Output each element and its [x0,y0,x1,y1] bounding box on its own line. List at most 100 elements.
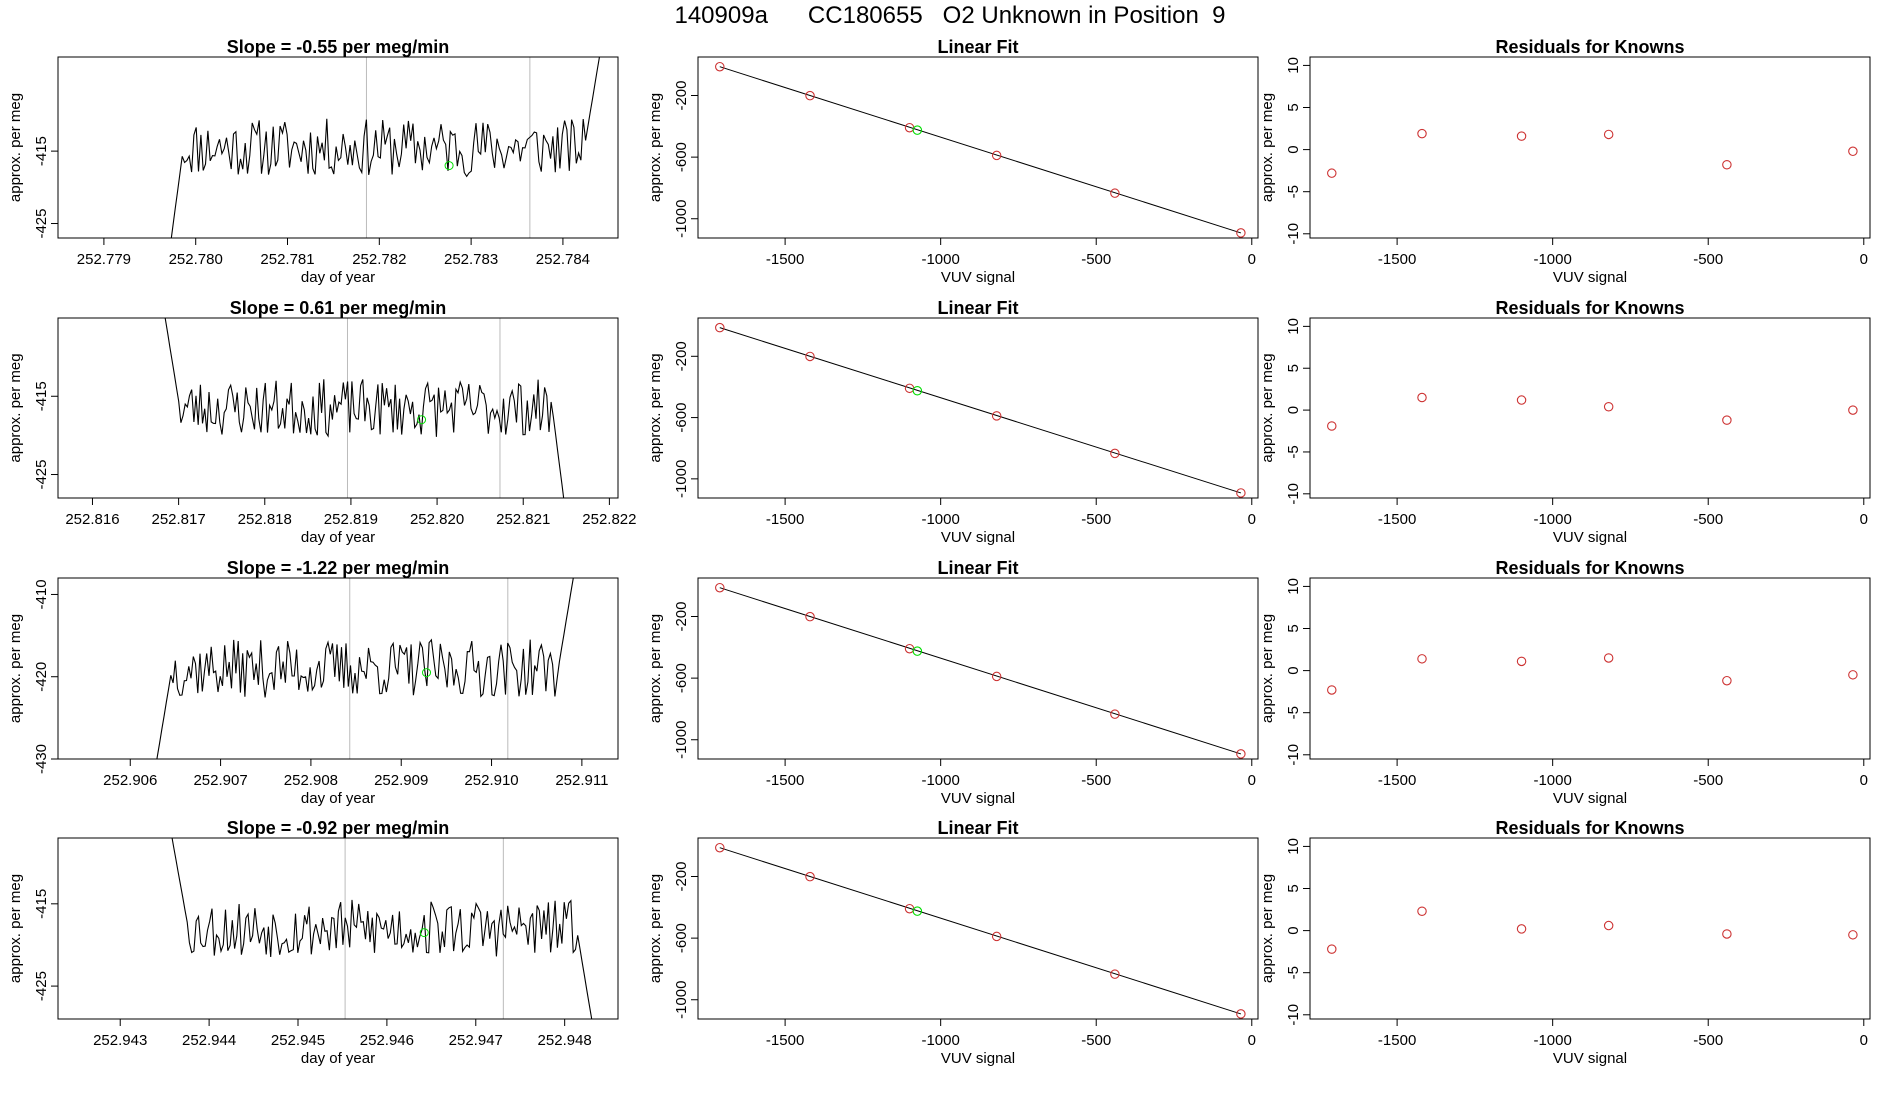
x-axis-label: VUV signal [941,790,1015,807]
x-tick-label: -1500 [1378,511,1416,528]
data-point [1236,749,1246,759]
x-tick-label: -1500 [766,251,804,268]
panel-1-1: Slope = -0.55 per meg/min 252.779 252.780 2… [7,37,619,286]
y-tick-label: -425 [33,460,50,490]
data-point [1110,448,1120,459]
panel-2-1: Slope = 0.61 per meg/min 252.816 252.817 25… [7,298,637,546]
y-tick-label: -415 [33,889,50,919]
x-tick-label: 252.783 [444,251,498,268]
data-trace [164,318,565,498]
panel-4-2: Linear Fit -1500 -1000 -500 0 VUV signal -200 -… [647,818,1259,1067]
y-tick-label: -200 [673,601,690,631]
plot-area [1327,392,1858,431]
panel-title: Linear Fit [937,37,1018,57]
plot-area [1327,653,1858,695]
x-tick-label: -1500 [1378,1032,1416,1049]
y-tick-label: -10 [1285,1004,1302,1026]
y-tick-label: -600 [673,663,690,693]
x-axis-label: day of year [301,790,375,807]
data-point [1603,653,1614,663]
y-tick-label: 5 [1285,364,1302,372]
y-tick-label: -420 [33,662,50,692]
x-tick-label: -1000 [921,1032,959,1049]
data-point [1236,488,1246,498]
x-tick-label: 0 [1860,511,1868,528]
panel-title: Linear Fit [937,298,1018,318]
plot-area [1327,128,1858,178]
plot-frame [1309,577,1871,760]
x-tick-label: 252.820 [410,511,464,528]
panel-2-2: Linear Fit -1500 -1000 -500 0 VUV signal -200 -… [647,298,1259,546]
data-point [1516,395,1527,405]
panel-title: Linear Fit [937,558,1018,578]
data-point [715,322,725,333]
data-trace [156,578,574,759]
y-axis-label: approx. per meg [7,874,24,983]
y-tick-label: 5 [1285,624,1302,632]
x-tick-label: -1000 [921,772,959,789]
y-axis-label: approx. per meg [647,874,664,983]
data-point [1110,709,1120,719]
x-tick-label: 252.782 [352,251,406,268]
x-tick-label: 252.822 [582,511,636,528]
x-tick-label: 0 [1248,511,1256,528]
x-tick-label: 252.819 [324,511,378,528]
y-tick-label: 5 [1285,884,1302,892]
unknown-marker [422,668,432,678]
y-axis-label: approx. per meg [1259,874,1276,983]
plot-frame [57,56,619,239]
panel-title: Linear Fit [937,818,1018,838]
panel-title: Slope = -0.92 per meg/min [227,818,450,838]
data-point [1603,920,1614,931]
x-tick-label: -1000 [921,251,959,268]
data-point [1327,421,1337,431]
y-tick-label: -600 [673,403,690,433]
y-tick-label: -425 [33,971,50,1001]
data-point [1603,129,1614,140]
panel-title: Residuals for Knowns [1495,298,1684,318]
x-tick-label: 252.821 [496,511,550,528]
data-point [1236,228,1246,238]
x-tick-label: -500 [1693,1032,1723,1049]
x-axis-label: VUV signal [1553,1050,1627,1067]
x-tick-label: 252.947 [449,1032,503,1049]
data-point [1110,969,1120,979]
unknown-marker [419,928,429,938]
x-axis-label: day of year [301,1050,375,1067]
plot-frame [697,837,1259,1020]
x-tick-label: 252.781 [260,251,314,268]
plot-frame [697,317,1259,499]
y-tick-label: 5 [1285,103,1302,111]
fit-line [719,587,1242,755]
data-point [805,871,815,882]
y-axis-label: approx. per meg [1259,614,1276,723]
data-point [1236,1009,1246,1019]
y-tick-label: 0 [1285,406,1302,414]
plot-frame [1309,56,1871,239]
y-axis-label: approx. per meg [7,614,24,723]
x-tick-label: 252.908 [284,772,338,789]
data-point [1327,944,1337,954]
y-tick-label: 0 [1285,145,1302,153]
y-axis-label: approx. per meg [647,93,664,202]
data-point [991,671,1002,682]
data-point [715,842,725,853]
y-axis-label: approx. per meg [1259,353,1276,462]
data-point [1327,685,1337,695]
plot-frame [1309,837,1871,1020]
data-point [991,150,1002,161]
y-tick-label: -430 [33,744,50,774]
panel-title: Slope = -0.55 per meg/min [227,37,450,57]
y-tick-label: -1000 [673,200,690,238]
plot-area [164,318,565,498]
panel-4-3: Residuals for Knowns -1500 -1000 -500 0 VUV s… [1259,818,1871,1067]
x-tick-label: 252.948 [538,1032,592,1049]
data-point [991,411,1002,421]
x-tick-label: 252.907 [193,772,247,789]
y-tick-label: -410 [33,579,50,609]
data-point [1722,675,1732,686]
panel-1-2: Linear Fit -1500 -1000 -500 0 VUV signal -200 -… [647,37,1259,286]
data-point [1848,405,1858,415]
y-axis-label: approx. per meg [7,353,24,462]
x-tick-label: 0 [1860,251,1868,268]
